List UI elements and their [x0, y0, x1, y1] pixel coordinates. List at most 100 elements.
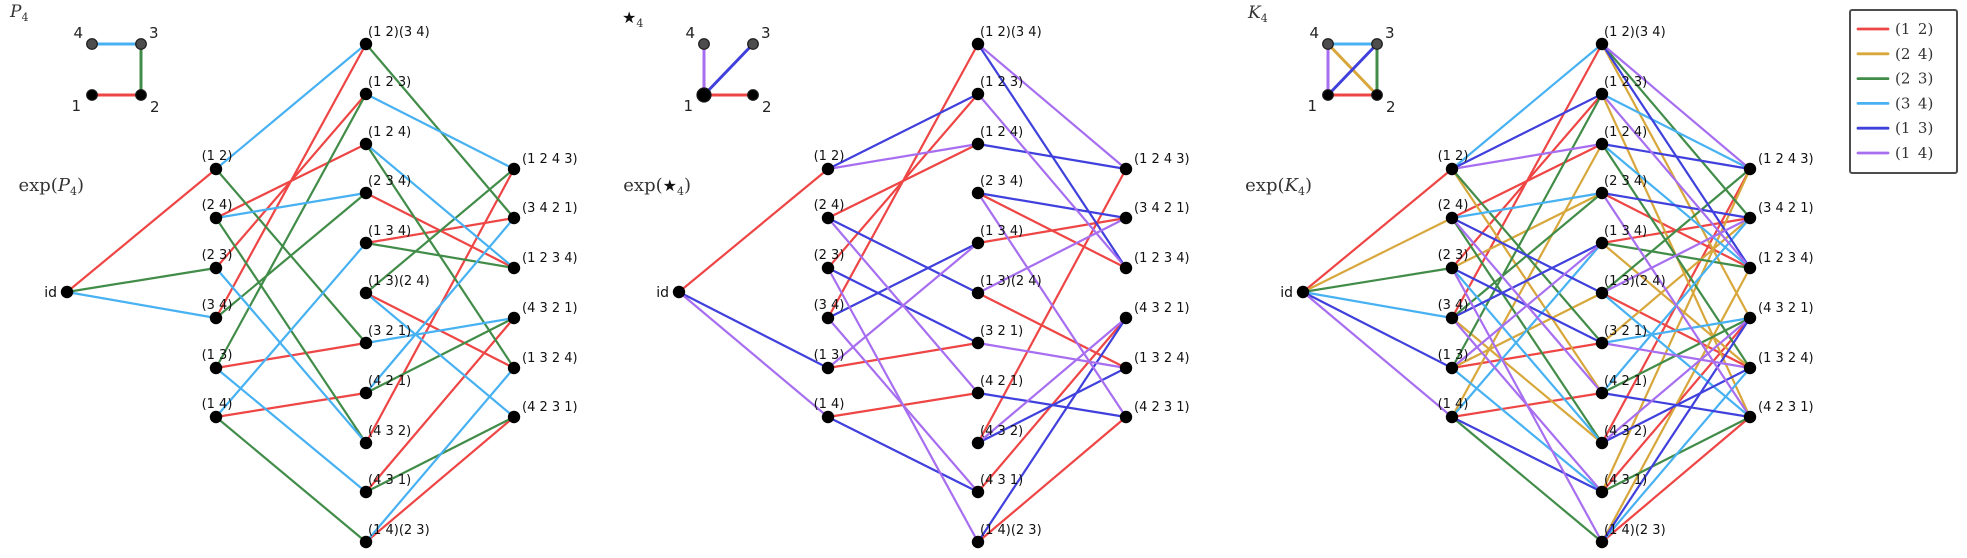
cayley-node — [971, 87, 985, 101]
cayley-node-label: (1 3)(2 4) — [980, 274, 1042, 289]
cayley-node — [359, 485, 373, 499]
cayley-node — [359, 436, 373, 450]
cayley-edge-23 — [364, 241, 516, 270]
panel-title-symbol: K — [1247, 3, 1262, 23]
cayley-node — [1445, 162, 1459, 176]
cayley-node-label: (3 4 2 1) — [1758, 201, 1814, 216]
legend-entry-label: (1 2) — [1895, 20, 1933, 38]
cayley-edge-13 — [677, 290, 830, 370]
cayley-edge-14 — [826, 316, 980, 494]
cayley-node — [1595, 236, 1609, 250]
cayley-node-label: (1 3 4) — [980, 224, 1023, 239]
cayley-node — [1743, 311, 1757, 325]
exp-label-prefix: exp( — [18, 175, 57, 196]
cayley-node — [971, 137, 985, 151]
base-graph-inset: 1 2 3 4 — [71, 24, 159, 116]
cayley-node — [359, 137, 373, 151]
cayley-node — [359, 336, 373, 350]
cayley-node — [1445, 261, 1459, 275]
inset-vertex-3 — [747, 38, 759, 50]
inset-vertex-label: 1 — [1307, 97, 1317, 115]
cayley-node — [821, 311, 835, 325]
cayley-edge-34 — [364, 92, 516, 171]
cayley-node-label: (1 2 4) — [980, 125, 1023, 140]
cayley-node-label: (1 3)(2 4) — [1604, 274, 1666, 289]
cayley-edge-12 — [1600, 415, 1752, 544]
exp-label-symbol: P — [57, 175, 71, 196]
cayley-node-label: (3 4 2 1) — [522, 201, 578, 216]
cayley-node-label: (3 4) — [202, 298, 233, 313]
inset-vertex-label: 2 — [762, 98, 772, 116]
inset-vertex-2 — [1371, 89, 1383, 101]
cayley-node — [821, 361, 835, 375]
legend-entry: (3 4) — [1856, 94, 1933, 112]
cayley-node — [971, 286, 985, 300]
cayley-edge-12 — [364, 415, 516, 544]
cayley-node-label: (4 2 3 1) — [1758, 400, 1814, 415]
cayley-edge-12 — [826, 341, 980, 370]
cayley-node — [507, 361, 521, 375]
legend-entry: (2 3) — [1856, 70, 1933, 88]
cayley-edge-14 — [976, 92, 1128, 270]
inset-vertex-label: 1 — [683, 97, 693, 115]
cayley-node-label: (1 2)(3 4) — [368, 25, 430, 40]
legend-entry-label: (1 3) — [1895, 119, 1933, 137]
cayley-node — [209, 211, 223, 225]
cayley-edge-12 — [214, 391, 368, 419]
cayley-node — [1595, 137, 1609, 151]
cayley-node-label: (1 3) — [814, 348, 845, 363]
cayley-edge-12 — [976, 415, 1128, 544]
cayley-edge-12 — [65, 167, 218, 294]
panel-title: ★4 — [622, 8, 643, 30]
cayley-node — [1595, 535, 1609, 549]
cayley-node — [971, 386, 985, 400]
cayley-edge-14 — [1450, 142, 1604, 171]
cayley-node-label: (2 4) — [202, 198, 233, 213]
cayley-node-label: (1 2 3) — [1604, 75, 1647, 90]
cayley-node-label: (3 4) — [814, 298, 845, 313]
legend: (1 2) (2 4) (2 3) (3 4) (1 3) (1 4) — [1849, 9, 1958, 174]
exp-label-subscript: 4 — [677, 185, 684, 198]
cayley-node-label: (4 3 1) — [368, 473, 411, 488]
cayley-node-label: (2 3 4) — [1604, 174, 1647, 189]
cayley-edge-23 — [1600, 167, 1752, 295]
exp-label-symbol: ★ — [663, 176, 677, 195]
exp-label-prefix: exp( — [1245, 175, 1284, 196]
cayley-node-label: id — [1280, 285, 1293, 301]
cayley-node — [821, 261, 835, 275]
cayley-node-label: (3 2 1) — [1604, 324, 1647, 339]
exp-label: exp(K4) — [1245, 175, 1312, 198]
exp-label: exp(P4) — [18, 175, 84, 198]
cayley-edge-23 — [214, 191, 368, 320]
cayley-node — [1595, 336, 1609, 350]
inset-vertex-2 — [747, 89, 759, 101]
cayley-node-label: id — [656, 285, 669, 301]
cayley-edge-14 — [826, 142, 980, 171]
cayley-node — [209, 361, 223, 375]
inset-vertex-1 — [1322, 89, 1334, 101]
inset-vertex-label: 3 — [1385, 24, 1395, 42]
cayley-edge-14 — [677, 290, 830, 419]
inset-vertex-label: 1 — [71, 97, 81, 115]
cayley-node — [821, 211, 835, 225]
cayley-edge-34 — [364, 366, 516, 544]
cayley-node-label: (1 3 2 4) — [1758, 351, 1814, 366]
inset-vertex-3 — [1371, 38, 1383, 50]
base-graph-inset: 1 2 3 4 — [1307, 24, 1395, 116]
cayley-node-label: (1 2) — [1438, 149, 1469, 164]
cayley-node — [1595, 386, 1609, 400]
cayley-node-label: (4 3 2 1) — [522, 301, 578, 316]
cayley-node-label: (4 2 3 1) — [522, 400, 578, 415]
cayley-edge-34 — [364, 216, 516, 395]
cayley-node — [359, 535, 373, 549]
cayley-node-label: (4 2 3 1) — [1134, 400, 1190, 415]
cayley-edge-14 — [1301, 290, 1454, 419]
cayley-edge-23 — [1301, 266, 1454, 294]
cayley-node-label: (1 2 4 3) — [1134, 152, 1190, 167]
cayley-node-label: (4 2 1) — [368, 374, 411, 389]
cayley-edge-23 — [214, 92, 368, 370]
cayley-node — [1119, 410, 1133, 424]
cayley-node — [1119, 261, 1133, 275]
